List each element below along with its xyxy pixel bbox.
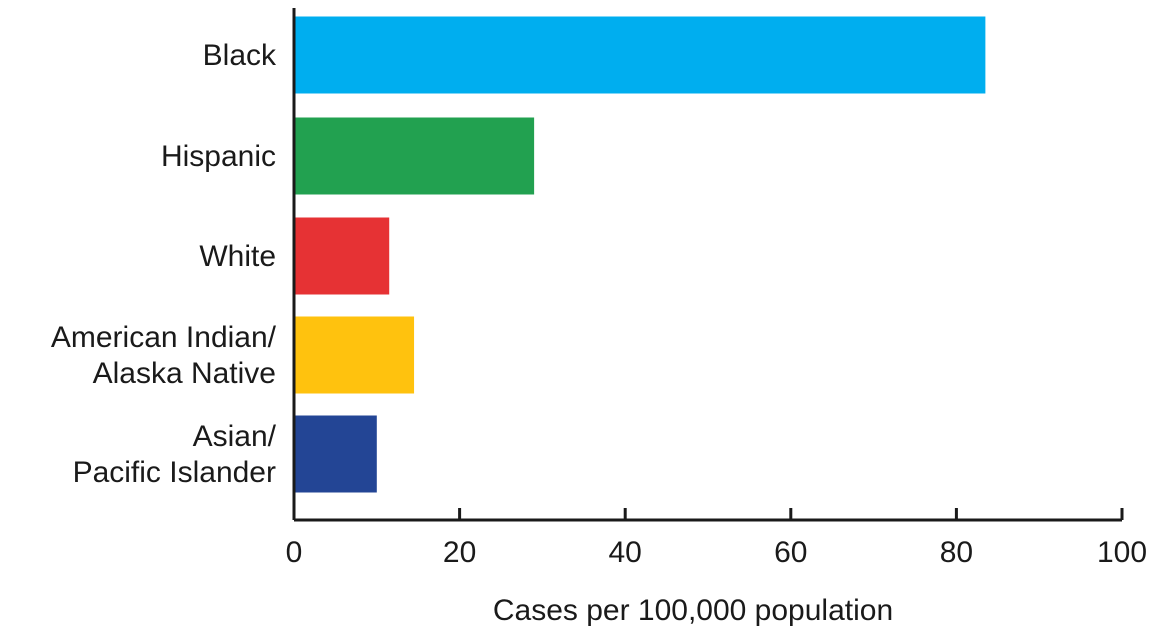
category-label: Black (203, 39, 277, 72)
bar (294, 217, 390, 295)
category-label: Hispanic (161, 140, 276, 173)
category-label: Pacific Islander (73, 456, 276, 489)
category-label: White (199, 240, 276, 273)
x-axis: 0 20 40 60 80 100 (286, 8, 1147, 569)
category-label: Alaska Native (93, 357, 276, 390)
category-label: Asian/ (193, 420, 277, 453)
category-labels: Black Hispanic White American Indian/Alaska… (51, 39, 277, 489)
bar (294, 316, 415, 394)
x-tick-label: 40 (609, 536, 642, 569)
x-tick-label: 60 (774, 536, 807, 569)
bars-layer (294, 16, 986, 493)
x-tick-label: 100 (1097, 536, 1147, 569)
bar (294, 16, 986, 94)
x-tick-label: 80 (940, 536, 973, 569)
bar (294, 415, 377, 493)
x-tick-label: 0 (286, 536, 303, 569)
x-axis-title: Cases per 100,000 population (493, 594, 893, 627)
category-label: American Indian/ (51, 321, 277, 354)
bar (294, 117, 535, 195)
x-tick-label: 20 (443, 536, 476, 569)
